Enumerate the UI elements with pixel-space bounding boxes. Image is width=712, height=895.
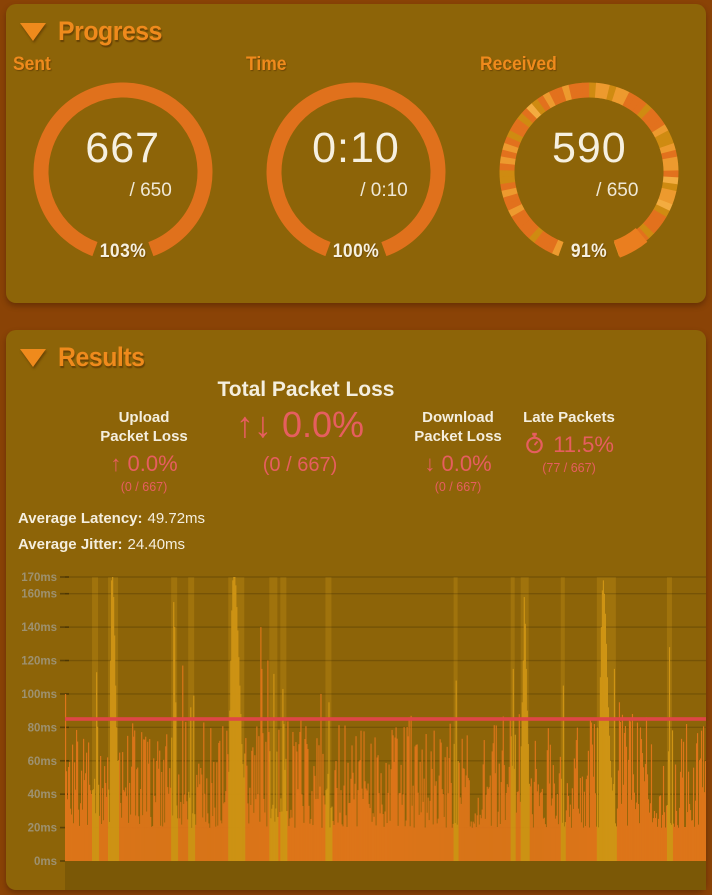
average-jitter-row: Average Jitter: 24.40ms	[18, 536, 186, 553]
svg-text:140ms: 140ms	[21, 622, 57, 634]
sent-total: / 650	[129, 180, 172, 201]
upload-count: (0 / 667)	[120, 480, 168, 494]
averages-block: Average Latency: 49.72ms Average Jitter: 2…	[18, 510, 205, 562]
total-packet-loss-stat: ↑↓ 0.0% (0 / 667)	[220, 404, 380, 477]
received-value: 590	[551, 124, 627, 172]
download-packet-loss-stat: Download Packet Loss ↓ 0.0% (0 / 667)	[380, 408, 536, 494]
download-label: Download Packet Loss	[414, 409, 502, 445]
up-arrow-icon: ↑	[110, 451, 122, 476]
total-count: (0 / 667)	[262, 454, 338, 476]
sent-value: 667	[85, 124, 161, 172]
svg-text:120ms: 120ms	[21, 656, 57, 668]
progress-title: Progress	[58, 16, 163, 46]
gauge-sent-label: Sent	[13, 54, 51, 75]
average-latency-row: Average Latency: 49.72ms	[18, 510, 206, 527]
results-header[interactable]: Results	[20, 342, 152, 373]
stopwatch-icon	[526, 432, 543, 454]
collapse-triangle-icon[interactable]	[20, 348, 46, 367]
svg-text:40ms: 40ms	[28, 789, 57, 801]
gauge-time: Time 0:10 / 0:10 100%	[239, 54, 472, 294]
download-count: (0 / 667)	[434, 480, 482, 494]
received-ring-gauge	[498, 81, 681, 263]
svg-text:80ms: 80ms	[28, 722, 57, 734]
gauge-received-label: Received	[479, 54, 557, 75]
gauges-row: Sent 667 / 650 103% Time 0:10 / 0:10 100…	[6, 54, 706, 294]
late-value: 11.5%	[503, 432, 635, 458]
upload-label: Upload Packet Loss	[100, 409, 188, 445]
total-value: ↑↓ 0.0%	[235, 404, 365, 445]
upload-value: ↑ 0.0%	[110, 451, 178, 476]
svg-text:170ms: 170ms	[21, 572, 57, 584]
svg-text:100ms: 100ms	[21, 689, 57, 701]
time-percent: 100%	[332, 241, 380, 262]
svg-text:0ms: 0ms	[34, 856, 57, 868]
progress-panel: Progress Sent 667 / 650 103% Time 0:10 /…	[6, 4, 706, 303]
down-arrow-icon: ↓	[424, 451, 436, 476]
svg-text:20ms: 20ms	[28, 823, 57, 835]
sent-ring-gauge	[33, 82, 213, 262]
received-percent: 91%	[571, 241, 608, 262]
time-total: / 0:10	[360, 180, 408, 201]
late-packets-stat: Late Packets 11.5% (77 / 667)	[503, 408, 635, 475]
upload-packet-loss-stat: Upload Packet Loss ↑ 0.0% (0 / 667)	[66, 408, 222, 494]
collapse-triangle-icon[interactable]	[20, 22, 46, 41]
svg-text:160ms: 160ms	[21, 589, 57, 601]
gauge-sent: Sent 667 / 650 103%	[6, 54, 239, 294]
received-total: / 650	[596, 180, 639, 201]
latency-bar-chart: 170ms 160ms 140ms 120ms 100ms 80ms 60ms 40ms 20m…	[6, 570, 707, 890]
gauge-received: Received 590 / 650 91%	[473, 54, 706, 294]
svg-text:60ms: 60ms	[28, 756, 57, 768]
results-panel: Results Total Packet Loss Upload Packet …	[6, 330, 707, 890]
late-count: (77 / 667)	[542, 461, 596, 475]
progress-header[interactable]: Progress	[20, 16, 171, 47]
download-value: ↓ 0.0%	[424, 451, 492, 476]
up-down-arrows-icon: ↑↓	[235, 404, 272, 445]
sent-percent: 103%	[99, 241, 146, 262]
results-title: Results	[58, 342, 145, 372]
total-packet-loss-heading: Total Packet Loss	[217, 378, 395, 401]
late-label: Late Packets	[523, 409, 615, 426]
gauge-time-label: Time	[246, 54, 287, 75]
time-ring-gauge	[266, 82, 446, 262]
time-value: 0:10	[312, 124, 400, 172]
